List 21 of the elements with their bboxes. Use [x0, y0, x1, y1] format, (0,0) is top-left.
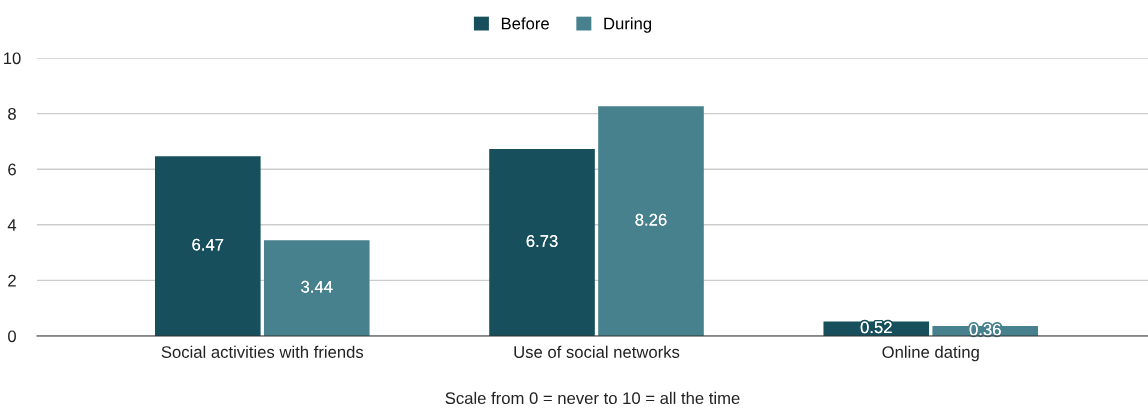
legend-label: During	[604, 17, 652, 33]
x-tick-label: Use of social networks	[514, 345, 680, 358]
bar	[263, 240, 370, 336]
bar	[489, 148, 595, 336]
data-label: 6.47	[192, 238, 224, 251]
x-tick-label: Online dating	[882, 345, 979, 362]
x-axis-title: Scale from 0 = never to 10 = all the time	[445, 391, 740, 405]
y-tick-label: 10	[4, 52, 21, 65]
y-tick-label: 8	[8, 108, 16, 120]
y-tick-label: 0	[8, 330, 16, 343]
data-label: 6.73	[526, 235, 558, 247]
x-tick-label: Social activities with friends	[161, 345, 364, 358]
y-tick-label: 4	[7, 219, 17, 231]
y-tick-label: 6	[8, 163, 16, 176]
data-label: 0.52	[860, 321, 892, 334]
legend-label: Before	[501, 17, 549, 30]
bar	[598, 106, 704, 336]
data-label: 3.44	[301, 280, 333, 293]
bar	[154, 156, 261, 336]
y-tick-label: 2	[8, 274, 16, 287]
data-label: 8.26	[635, 213, 667, 226]
